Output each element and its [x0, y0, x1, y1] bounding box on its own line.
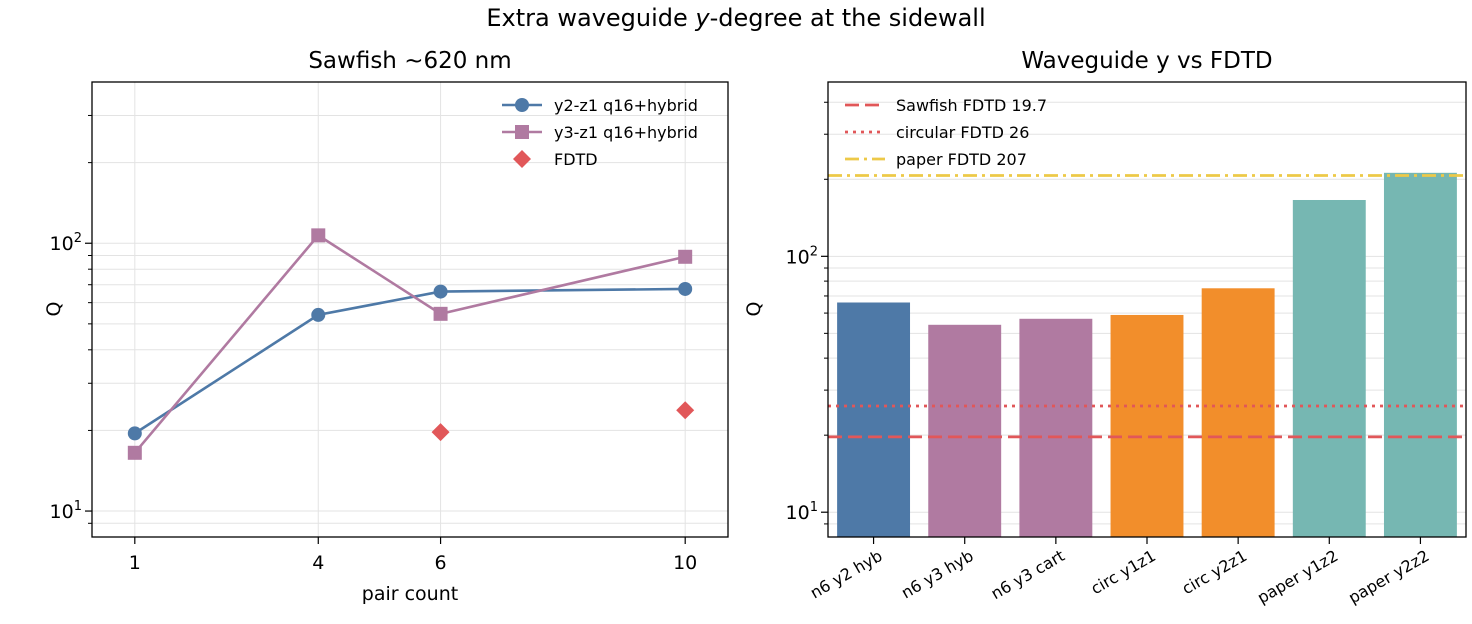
- right-y-axis-label: Q: [743, 302, 765, 317]
- right-x-tick-label: n6 y3 cart: [988, 546, 1068, 603]
- right-x-tick-label: paper y1z2: [1254, 546, 1341, 607]
- right-x-tick-label: n6 y2 hyb: [807, 546, 886, 602]
- left-x-axis-label: pair count: [362, 583, 458, 605]
- figure-suptitle: Extra waveguide y-degree at the sidewall: [486, 4, 985, 32]
- bar: [1201, 288, 1275, 537]
- bar: [1383, 172, 1457, 537]
- left-series-3: [431, 401, 695, 442]
- legend-label: y3-z1 q16+hybrid: [554, 123, 698, 142]
- left-x-tick-label: 6: [435, 552, 447, 574]
- series-line: [133, 233, 686, 454]
- legend-marker: [513, 150, 531, 168]
- left-chart: Sawfish ~620 nm pair count Q 101 102 1 4 6 10…: [43, 48, 729, 605]
- data-point: [311, 307, 326, 322]
- left-x-tick-label: 10: [673, 552, 697, 574]
- left-grid: [92, 82, 728, 537]
- legend-item: y3-z1 q16+hybrid: [502, 123, 698, 142]
- left-y-axis-label: Q: [43, 302, 65, 317]
- left-legend: y2-z1 q16+hybrid y3-z1 q16+hybrid FDTD: [502, 96, 698, 169]
- left-series-1: [127, 281, 693, 441]
- right-chart-title: Waveguide y vs FDTD: [1021, 48, 1272, 74]
- suptitle-part-2: -degree at the sidewall: [710, 4, 986, 32]
- bar: [837, 302, 911, 537]
- right-y-tick-label: 101: [786, 500, 818, 524]
- legend-item: paper FDTD 207: [845, 150, 1027, 169]
- left-x-tick-label: 1: [129, 552, 141, 574]
- data-point: [676, 401, 695, 420]
- bar: [928, 324, 1002, 537]
- data-point: [678, 281, 693, 296]
- right-x-tick-label: paper y2z2: [1345, 546, 1432, 607]
- legend-marker: [515, 125, 529, 139]
- data-point: [127, 445, 142, 460]
- left-y-tick-label: 101: [50, 499, 82, 523]
- bar: [1110, 314, 1184, 537]
- data-point: [127, 426, 142, 441]
- legend-label: FDTD: [554, 150, 598, 169]
- legend-item: FDTD: [513, 150, 598, 169]
- suptitle-italic-y: y: [694, 4, 710, 32]
- legend-item: Sawfish FDTD 19.7: [845, 96, 1047, 115]
- legend-marker: [515, 98, 529, 112]
- legend-label: circular FDTD 26: [896, 123, 1029, 142]
- right-x-tick-label: circ y1z1: [1088, 546, 1159, 598]
- bar: [1019, 318, 1093, 537]
- bar: [1292, 199, 1366, 538]
- legend-item: y2-z1 q16+hybrid: [502, 96, 698, 115]
- right-x-tick-label: n6 y3 hyb: [898, 546, 977, 602]
- legend-label: Sawfish FDTD 19.7: [896, 96, 1047, 115]
- right-y-tick-label: 102: [786, 244, 818, 268]
- legend-item: circular FDTD 26: [845, 123, 1029, 142]
- left-x-tick-label: 4: [312, 552, 324, 574]
- left-series-2: [127, 228, 693, 460]
- data-point: [678, 249, 693, 264]
- left-plot-frame: [91, 81, 729, 538]
- right-x-tick-label: circ y2z1: [1179, 546, 1250, 598]
- right-plot-frame: [827, 81, 1467, 538]
- left-chart-title: Sawfish ~620 nm: [308, 48, 511, 74]
- legend-label: y2-z1 q16+hybrid: [554, 96, 698, 115]
- data-point: [433, 306, 448, 321]
- suptitle-part-1: Extra waveguide: [486, 4, 695, 32]
- left-y-tick-label: 102: [50, 231, 82, 255]
- data-point: [433, 284, 448, 299]
- series-line: [134, 287, 686, 435]
- data-point: [431, 423, 450, 442]
- data-point: [311, 228, 326, 243]
- legend-label: paper FDTD 207: [896, 150, 1027, 169]
- right-legend: Sawfish FDTD 19.7 circular FDTD 26 paper F…: [845, 96, 1047, 169]
